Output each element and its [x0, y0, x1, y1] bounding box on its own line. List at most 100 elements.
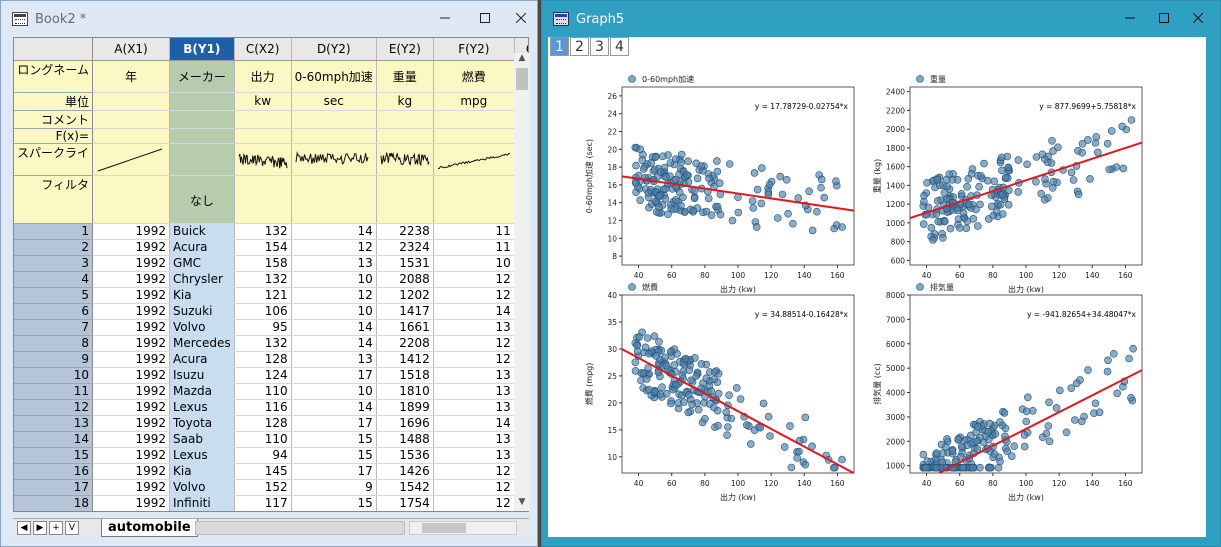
meta-cell-fx-2[interactable]	[234, 128, 292, 144]
tab-scroll-area[interactable]	[195, 521, 405, 535]
row-number[interactable]: 11	[14, 383, 94, 400]
data-cell[interactable]: 1992	[92, 223, 171, 240]
data-cell[interactable]: Acura	[169, 351, 235, 368]
meta-cell-fx-0[interactable]	[92, 128, 171, 144]
data-cell[interactable]: 116	[234, 399, 292, 416]
table-row[interactable]: 17 1992 Volvo 152 9 1542 12	[14, 479, 528, 496]
column-header-5[interactable]: F(Y2)	[433, 38, 515, 61]
data-cell[interactable]: 1992	[92, 319, 171, 336]
data-cell[interactable]: 13	[291, 351, 377, 368]
data-cell[interactable]: 10	[433, 255, 515, 272]
meta-cell-filter-5[interactable]	[433, 175, 515, 224]
data-cell[interactable]: 12	[433, 351, 515, 368]
meta-cell-comments-4[interactable]	[376, 110, 434, 129]
first-sheet-icon[interactable]: ◀	[17, 521, 31, 535]
data-cell[interactable]: 154	[234, 239, 292, 256]
workbook-titlebar[interactable]: Book2 *	[1, 1, 537, 37]
row-number[interactable]: 16	[14, 463, 94, 480]
data-cell[interactable]: 11	[433, 239, 515, 256]
data-cell[interactable]: 1992	[92, 399, 171, 416]
row-label-comments[interactable]: コメント	[14, 110, 94, 129]
data-cell[interactable]: 2324	[376, 239, 434, 256]
maximize-button[interactable]	[471, 8, 499, 30]
graph-titlebar[interactable]: Graph5	[542, 1, 1220, 37]
graph-close-button[interactable]	[1184, 8, 1212, 30]
data-cell[interactable]: 128	[234, 351, 292, 368]
data-cell[interactable]: 1661	[376, 319, 434, 336]
data-cell[interactable]: 12	[433, 463, 515, 480]
data-cell[interactable]: 1992	[92, 415, 171, 432]
row-label-sparklines[interactable]: スパークライ	[14, 143, 94, 176]
data-cell[interactable]: 17	[291, 367, 377, 384]
meta-cell-long_name-3[interactable]: 0-60mph加速	[291, 60, 377, 93]
data-cell[interactable]: 1202	[376, 287, 434, 304]
data-cell[interactable]: 12	[433, 271, 515, 288]
data-cell[interactable]: 2088	[376, 271, 434, 288]
data-cell[interactable]: 1992	[92, 447, 171, 464]
data-cell[interactable]: 1992	[92, 255, 171, 272]
meta-cell-sparklines-3[interactable]	[291, 143, 377, 176]
data-cell[interactable]: 13	[433, 447, 515, 464]
row-label-units[interactable]: 単位	[14, 92, 94, 111]
data-cell[interactable]: 10	[291, 303, 377, 320]
meta-cell-units-2[interactable]: kw	[234, 92, 292, 111]
next-sheet-icon[interactable]: ▶	[33, 521, 47, 535]
data-cell[interactable]: 110	[234, 431, 292, 448]
scrollbar-thumb[interactable]	[516, 68, 528, 90]
table-row[interactable]: 7 1992 Volvo 95 14 1661 13	[14, 319, 528, 336]
row-label-filter[interactable]: フィルタ	[14, 175, 94, 224]
table-row[interactable]: 3 1992 GMC 158 13 1531 10	[14, 255, 528, 272]
data-cell[interactable]: Chrysler	[169, 271, 235, 288]
horizontal-scroll-thumb[interactable]	[422, 523, 466, 533]
meta-cell-filter-1[interactable]: なし	[169, 175, 235, 224]
data-cell[interactable]: Lexus	[169, 447, 235, 464]
data-cell[interactable]: 1542	[376, 479, 434, 496]
graph-page[interactable]: 1 2 3 4 40 60 80 100 120 140 160 8 10 12 14 16 18 20 2…	[548, 37, 1206, 537]
data-cell[interactable]: 132	[234, 271, 292, 288]
data-cell[interactable]: Toyota	[169, 415, 235, 432]
meta-cell-comments-2[interactable]	[234, 110, 292, 129]
column-header-1[interactable]: B(Y1)	[169, 38, 235, 61]
meta-cell-long_name-5[interactable]: 燃費	[433, 60, 515, 93]
row-number[interactable]: 19	[14, 511, 93, 512]
data-cell[interactable]: GMC	[169, 255, 235, 272]
table-row[interactable]: 9 1992 Acura 128 13 1412 12	[14, 351, 528, 368]
data-cell[interactable]: 12	[433, 335, 515, 352]
meta-cell-long_name-0[interactable]: 年	[92, 60, 171, 93]
data-cell[interactable]: 13	[433, 367, 515, 384]
data-cell[interactable]: 124	[234, 367, 292, 384]
data-cell[interactable]: Kia	[169, 463, 235, 480]
data-cell[interactable]: 1754	[376, 495, 434, 511]
data-cell[interactable]: 1992	[92, 463, 171, 480]
meta-cell-units-4[interactable]: kg	[376, 92, 434, 111]
data-cell[interactable]: 2140	[376, 511, 433, 512]
data-cell[interactable]: Suzuki	[169, 303, 235, 320]
data-cell[interactable]: Mercedes	[169, 335, 235, 352]
data-cell[interactable]: Mazda	[169, 383, 235, 400]
add-sheet-icon[interactable]: +	[49, 521, 63, 535]
data-cell[interactable]: 1992	[93, 511, 170, 512]
table-row[interactable]: 11 1992 Mazda 110 10 1810 13	[14, 383, 528, 400]
table-row[interactable]: 8 1992 Mercedes 132 14 2208 12	[14, 335, 528, 352]
meta-cell-long_name-4[interactable]: 重量	[376, 60, 434, 93]
data-cell[interactable]: 14	[433, 303, 515, 320]
data-cell[interactable]: 18	[291, 511, 376, 512]
data-cell[interactable]: 9	[291, 479, 377, 496]
data-cell[interactable]: 13	[433, 399, 515, 416]
data-cell[interactable]: Volvo	[169, 479, 235, 496]
meta-cell-units-0[interactable]	[92, 92, 171, 111]
column-header-4[interactable]: E(Y2)	[376, 38, 434, 61]
data-cell[interactable]: 14	[291, 223, 377, 240]
row-number[interactable]: 7	[14, 319, 94, 336]
row-number[interactable]: 18	[14, 495, 94, 511]
meta-cell-sparklines-1[interactable]	[169, 143, 235, 176]
sheet-tab-automobile[interactable]: automobile	[101, 519, 198, 537]
data-cell[interactable]: 94	[234, 447, 292, 464]
data-cell[interactable]: 1810	[376, 383, 434, 400]
table-row[interactable]: 1 1992 Buick 132 14 2238 11	[14, 223, 528, 240]
data-cell[interactable]: 1417	[376, 303, 434, 320]
data-cell[interactable]: 95	[234, 319, 292, 336]
horizontal-scrollbar[interactable]	[409, 521, 517, 535]
close-button[interactable]	[507, 8, 535, 30]
data-cell[interactable]: 1992	[92, 287, 171, 304]
